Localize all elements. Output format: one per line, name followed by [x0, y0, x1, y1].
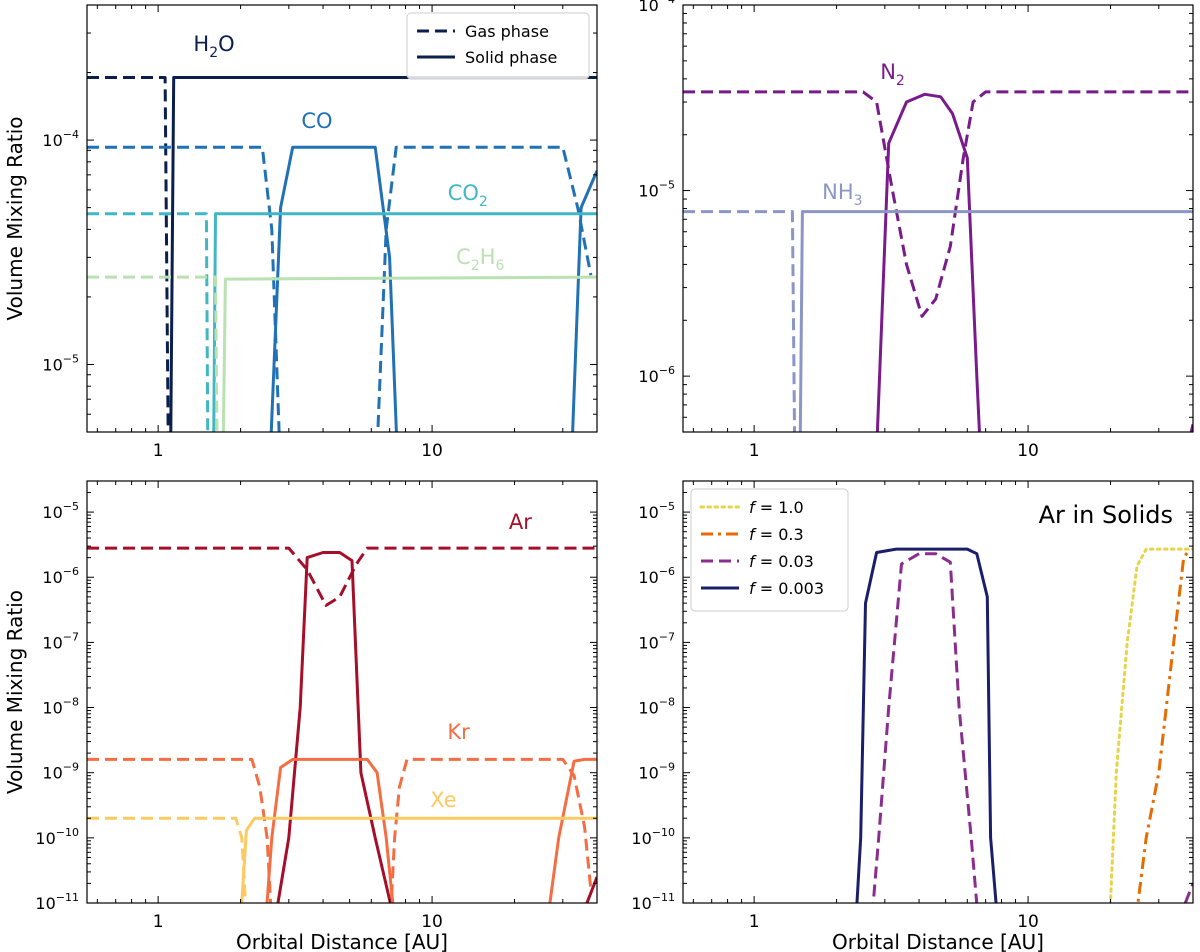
series-line-n2-gas	[683, 90, 1193, 318]
species-label: CO	[301, 109, 332, 133]
series-line-nh3-gas	[683, 210, 797, 432]
y-tick-label: 10−5	[42, 500, 79, 522]
series-line-co-solid-2	[571, 170, 597, 432]
series-line-co2-gas	[87, 212, 210, 432]
y-tick-label: 10−6	[638, 364, 675, 386]
plot-frame	[682, 480, 1194, 904]
series-line-n2-solid	[875, 92, 981, 432]
series-line-co-gas-2	[376, 145, 593, 432]
legend-label: Gas phase	[465, 22, 549, 41]
x-tick-label: 10	[421, 441, 443, 461]
legend: Gas phase Solid phase	[406, 12, 590, 80]
panel-top-right: 1 10 10−4 10−5 10−6 N2 NH3	[638, 0, 1194, 461]
series-line-ar-solid-2	[585, 876, 597, 903]
y-tick-label: 10−7	[42, 630, 79, 652]
y-tick-label: 10−10	[631, 826, 675, 848]
x-tick-label: 10	[421, 912, 443, 932]
series-line-co-gas	[87, 145, 281, 432]
y-tick-label: 10−11	[35, 891, 79, 913]
series-line-c2h6-solid	[221, 275, 597, 432]
y-tick-label: 10−4	[638, 0, 675, 15]
y-tick-label: 10−5	[638, 500, 675, 522]
series-line-f-0-3	[1136, 548, 1192, 903]
series-line-xe-solid	[240, 816, 597, 903]
panel-top-left: 1 10 10−4 10−5 Volume Mixing Ratio H2O CO CO2 C2…	[3, 4, 598, 461]
y-tick-label: 10−6	[42, 565, 79, 587]
y-tick-label: 10−7	[638, 630, 675, 652]
series-line-kr-solid	[265, 757, 395, 903]
legend-box	[690, 488, 849, 612]
series-line-h2o-gas	[87, 76, 170, 432]
legend-label: Solid phase	[465, 48, 557, 67]
panel-bottom-left: 1 10 10−5 10−6 10−7 10−8 10−9 10−10 10−11 Volume …	[3, 480, 598, 952]
panel-bottom-right: 1 10 10−5 10−6 10−7 10−8 10−9 10−10 10−11 Orbital…	[631, 480, 1194, 952]
legend-label: f = 0.003	[749, 579, 824, 598]
y-tick-label: 10−9	[638, 761, 675, 783]
x-tick-label: 1	[153, 441, 164, 461]
series-group	[683, 90, 1193, 432]
plot-frame	[682, 4, 1194, 433]
species-label: CO2	[448, 181, 488, 210]
series-line-f-1-0	[1108, 547, 1193, 903]
series-group	[855, 547, 1193, 903]
series-group	[87, 546, 597, 903]
series-line-c2h6-gas	[87, 275, 219, 432]
x-tick-label: 1	[749, 912, 760, 932]
series-line-kr-solid-2	[548, 757, 597, 903]
y-tick-label: 10−4	[42, 128, 79, 150]
series-line-nh3-solid	[798, 210, 1193, 432]
y-tick-label: 10−11	[631, 891, 675, 913]
y-tick-label: 10−8	[42, 696, 79, 718]
species-label: Xe	[430, 788, 456, 812]
y-tick-label: 10−5	[638, 179, 675, 201]
species-label: Ar	[509, 510, 532, 534]
legend-label: f = 1.0	[749, 498, 804, 517]
y-tick-label: 10−9	[42, 761, 79, 783]
y-tick-label: 10−10	[35, 826, 79, 848]
x-tick-label: 1	[749, 441, 760, 461]
series-line-f-0-03	[871, 552, 979, 903]
x-tick-label: 10	[1017, 441, 1039, 461]
y-axis-label: Volume Mixing Ratio	[3, 590, 27, 794]
y-tick-label: 10−6	[638, 565, 675, 587]
series-line-ar-gas	[87, 546, 597, 607]
plot-frame	[86, 4, 598, 433]
legend-box	[406, 12, 590, 80]
species-label: C2H6	[456, 245, 504, 274]
series-line-n2-solid-2	[1189, 423, 1193, 432]
series-line-co-solid	[269, 145, 398, 432]
y-tick-label: 10−5	[42, 352, 79, 374]
species-label: H2O	[193, 32, 234, 61]
series-line-f-0-003	[855, 547, 998, 903]
species-label: NH3	[822, 180, 862, 209]
species-label: Kr	[447, 720, 470, 744]
plot-frame	[86, 480, 598, 904]
x-tick-label: 10	[1017, 912, 1039, 932]
species-label: N2	[880, 60, 905, 89]
series-line-xe-gas	[87, 816, 248, 903]
series-line-f-0-03-tail	[1183, 882, 1193, 903]
x-tick-label: 1	[153, 912, 164, 932]
x-axis-label: Orbital Distance [AU]	[236, 930, 448, 952]
y-axis-label: Volume Mixing Ratio	[3, 116, 27, 320]
series-line-co2-solid	[212, 212, 597, 432]
panel-title: Ar in Solids	[1039, 501, 1173, 529]
series-group	[87, 76, 597, 432]
legend-label: f = 0.03	[749, 552, 814, 571]
y-tick-label: 10−8	[638, 696, 675, 718]
x-axis-label: Orbital Distance [AU]	[832, 930, 1044, 952]
legend-label: f = 0.3	[749, 525, 804, 544]
series-line-kr-gas-2	[389, 757, 593, 903]
series-line-ar-solid	[276, 551, 392, 903]
legend: f = 1.0 f = 0.3 f = 0.03 f = 0.003	[690, 488, 849, 612]
